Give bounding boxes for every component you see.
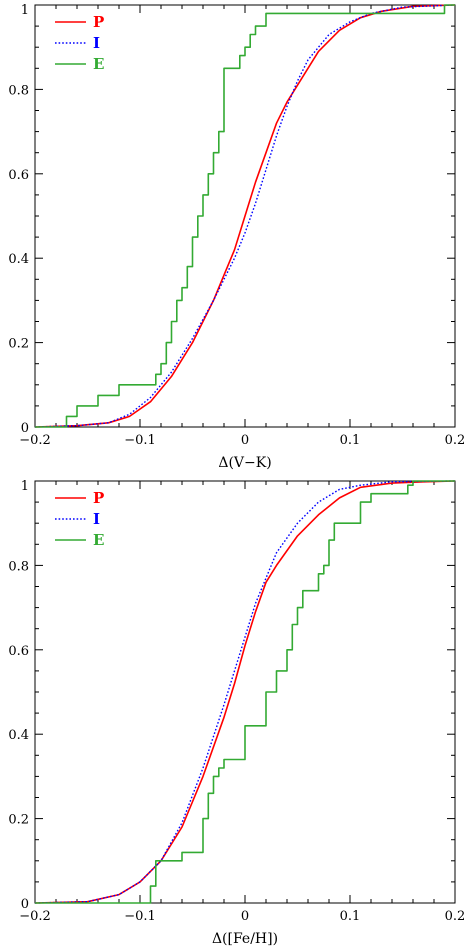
series-line-E — [35, 4, 455, 428]
y-tick-label: 0.8 — [8, 83, 29, 98]
x-tick-label: 0.1 — [340, 433, 361, 448]
legend-label-E: E — [93, 531, 104, 549]
x-tick-label: 0.2 — [445, 433, 466, 448]
y-tick-label: 0.6 — [8, 644, 29, 659]
x-tick-label: −0.1 — [124, 909, 156, 924]
x-tick-labels: −0.2 −0.1 0 0.1 0.2 — [19, 909, 465, 924]
x-tick-label: −0.2 — [19, 909, 51, 924]
y-tick-label: 0.2 — [8, 813, 29, 828]
y-tick-label: 0.2 — [8, 337, 29, 352]
legend: PIE — [55, 13, 104, 73]
y-tick-label: 0.4 — [8, 252, 29, 267]
y-tick-label: 0.6 — [8, 168, 29, 183]
x-tick-label: −0.2 — [19, 433, 51, 448]
y-tick-label: 0.4 — [8, 728, 29, 743]
series-lines — [34, 4, 456, 428]
legend-label-I: I — [93, 510, 100, 528]
legend-label-P: P — [93, 489, 104, 507]
series-lines — [34, 480, 456, 904]
panel-top: 0 0.2 0.4 0.6 0.8 1 −0.2 −0.1 0 0.1 0.2 PIE Δ(V−K… — [8, 3, 465, 471]
legend-label-E: E — [93, 55, 104, 73]
legend: PIE — [55, 489, 104, 549]
series-line-P — [34, 4, 456, 428]
tick-marks — [34, 480, 456, 904]
series-line-E — [35, 480, 455, 904]
series-line-P — [34, 480, 456, 904]
x-axis-title: Δ([Fe/H]) — [212, 931, 278, 947]
x-axis-title: Δ(V−K) — [218, 455, 271, 471]
y-tick-label: 0.8 — [8, 559, 29, 574]
x-tick-label: −0.1 — [124, 433, 156, 448]
legend-label-P: P — [93, 13, 104, 31]
series-line-I — [34, 4, 456, 428]
y-tick-label: 1 — [21, 3, 29, 18]
series-line-I — [34, 480, 456, 904]
x-tick-labels: −0.2 −0.1 0 0.1 0.2 — [19, 433, 465, 448]
legend-label-I: I — [93, 34, 100, 52]
x-tick-label: 0 — [241, 909, 249, 924]
x-tick-label: 0 — [241, 433, 249, 448]
x-tick-label: 0.1 — [340, 909, 361, 924]
x-tick-label: 0.2 — [445, 909, 466, 924]
y-tick-label: 0 — [21, 897, 29, 912]
y-tick-labels: 0 0.2 0.4 0.6 0.8 1 — [8, 3, 29, 436]
y-tick-label: 0 — [21, 421, 29, 436]
y-tick-labels: 0 0.2 0.4 0.6 0.8 1 — [8, 479, 29, 912]
panel-bottom: 0 0.2 0.4 0.6 0.8 1 −0.2 −0.1 0 0.1 0.2 PIE Δ([Fe… — [8, 479, 465, 947]
y-tick-label: 1 — [21, 479, 29, 494]
